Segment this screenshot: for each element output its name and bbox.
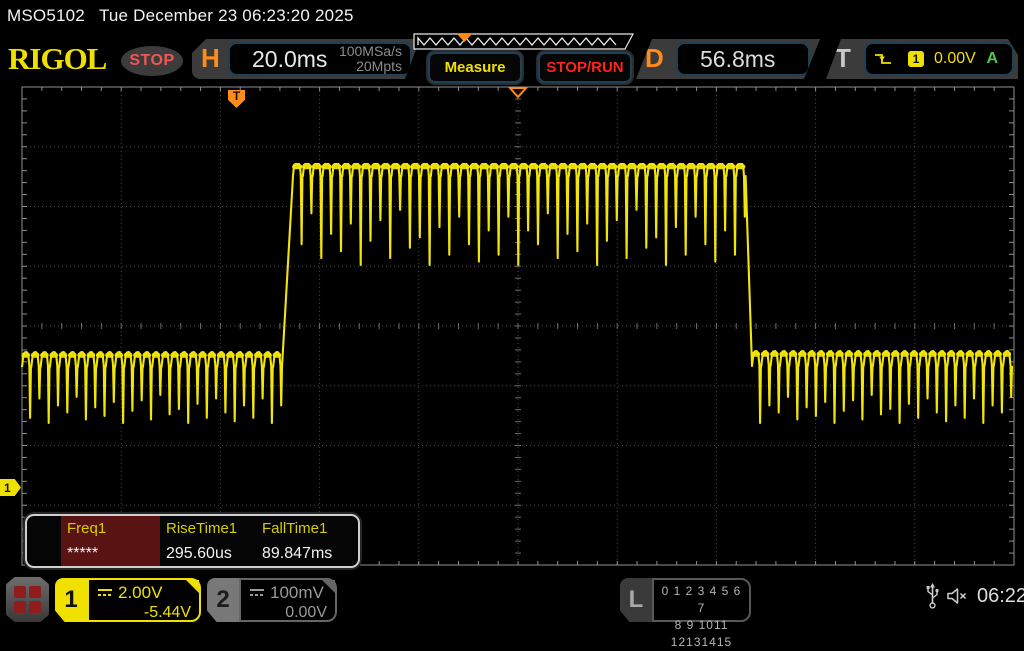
logic-row-1: 0 1 2 3 4 5 6 7 [661,584,742,615]
channel2-offset: 0.00V [285,604,327,621]
system-tray: 06:22 [926,583,1024,609]
timebase-value: 20.0ms [252,45,328,72]
measurement-label: RiseTime1 [166,520,238,537]
dc-coupling-icon [98,589,112,596]
channel2-status[interactable]: 2 100mV 0.00V [207,578,337,622]
menu-grid-icon[interactable] [6,577,49,622]
measurement-falltime1[interactable]: FallTime1 89.847ms [256,516,352,566]
trigger-source-badge: 1 [908,51,924,67]
timebase-box[interactable]: 20.0ms 100MSa/s 20Mpts [228,42,412,76]
measurement-value: 295.60us [166,545,232,562]
logic-channels-status[interactable]: L 0 1 2 3 4 5 6 7 8 9 1011 12131415 [620,578,751,649]
measurement-highlight [61,516,160,566]
corner-fold-icon [186,580,199,593]
channel1-ground-marker[interactable]: 1 [0,479,21,496]
measurement-label: Freq1 [67,520,107,537]
rigol-logo: RIGOL [8,41,107,76]
run-state-badge[interactable]: STOP [121,46,183,76]
memory-trigger-position-icon [457,34,472,42]
trigger-level: 0.00V [934,50,976,67]
horizontal-timebase-control[interactable]: H 20.0ms 100MSa/s 20Mpts [192,39,420,79]
memory-depth: 20Mpts [356,58,402,74]
logic-row-2: 8 9 1011 12131415 [670,618,733,649]
stop-run-button[interactable]: STOP/RUN [538,52,632,83]
horizontal-label: H [201,43,220,73]
channel2-settings[interactable]: 100mV 0.00V [239,578,337,622]
trigger-box[interactable]: 1 0.00V A [864,42,1014,76]
dc-coupling-icon [250,589,264,596]
delay-control[interactable]: D 56.8ms [636,39,820,79]
measurement-value: ***** [67,545,99,562]
channel1-scale: 2.00V [118,583,163,602]
trigger-position-marker[interactable]: T [228,90,245,108]
measurement-panel[interactable]: Freq1 ***** RiseTime1 295.60us FallTime1… [25,514,360,568]
channel1-status[interactable]: 1 2.00V -5.44V [55,578,201,622]
channel1-offset: -5.44V [143,604,191,621]
measurement-value: 89.847ms [262,545,333,562]
trigger-mode: A [986,50,998,67]
clock: 06:22 [977,584,1024,607]
speaker-muted-icon[interactable] [947,587,969,605]
delay-box[interactable]: 56.8ms [676,42,810,76]
datetime: Tue December 23 06:23:20 2025 [98,6,354,25]
acquisition-info: 100MSa/s 20Mpts [339,44,402,74]
measurement-risetime1[interactable]: RiseTime1 295.60us [160,516,256,566]
channel1-settings[interactable]: 2.00V -5.44V [87,578,201,622]
sample-rate: 100MSa/s [338,43,402,59]
memory-position-bar[interactable] [413,33,634,51]
delay-value: 56.8ms [700,45,776,72]
channel1-number[interactable]: 1 [55,578,87,622]
channel2-scale: 100mV [270,583,324,602]
channel2-number[interactable]: 2 [207,578,239,622]
measurement-label: FallTime1 [262,520,328,537]
measurement-freq1[interactable]: Freq1 ***** [61,516,157,566]
status-bar: MSO5102 Tue December 23 06:23:20 2025 [7,6,354,26]
trigger-label: T [835,43,851,73]
corner-fold-icon [322,580,335,593]
falling-edge-icon [874,52,892,66]
logic-channel-list[interactable]: 0 1 2 3 4 5 6 7 8 9 1011 12131415 [652,578,751,649]
logic-label[interactable]: L [620,578,652,622]
measure-button[interactable]: Measure [428,52,522,83]
model-name: MSO5102 [7,6,85,25]
usb-icon [926,583,939,609]
trigger-control[interactable]: T 1 0.00V A [826,39,1018,79]
delay-label: D [645,43,664,73]
